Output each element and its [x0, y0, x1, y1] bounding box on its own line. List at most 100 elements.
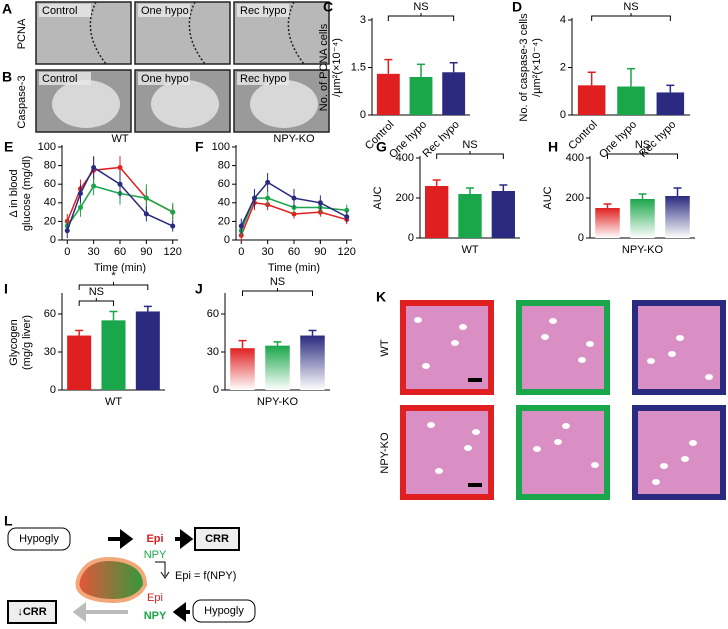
y-tick-label: 0 — [213, 384, 219, 396]
adrenal-gland — [75, 557, 148, 603]
annotation: NS — [462, 139, 477, 151]
bar — [101, 320, 126, 390]
significance-bracket — [387, 13, 455, 21]
point — [170, 223, 176, 229]
x-tick-label: 120 — [338, 246, 356, 258]
vessel — [578, 357, 586, 363]
vessel — [586, 341, 594, 347]
input-box — [7, 527, 71, 551]
row-label: PCNA — [16, 18, 28, 49]
row-label: NPY-KO — [379, 432, 391, 474]
line — [240, 201, 347, 236]
label-bg — [237, 72, 289, 85]
tissue — [151, 80, 219, 128]
y-tick-label: 0 — [560, 109, 566, 121]
tissue-image — [632, 405, 726, 500]
scale-bar — [468, 378, 482, 382]
point — [251, 195, 257, 201]
x-axis-label: WT — [461, 244, 478, 256]
point — [117, 164, 123, 170]
panel-letter: F — [195, 139, 204, 155]
point — [291, 195, 297, 201]
panel-letter: D — [512, 0, 522, 15]
column-label: One hypo — [141, 5, 189, 17]
input-box — [192, 599, 256, 623]
vessel — [562, 423, 570, 429]
chart-title: NPY-KO — [273, 133, 315, 145]
annotation: NS — [270, 276, 285, 288]
y-axis-label: No. of caspase-3 cells — [518, 13, 530, 122]
panel-letter: J — [195, 281, 203, 297]
y-tick-label: 0 — [50, 234, 56, 246]
y-axis-label: (mg/g liver) — [21, 315, 33, 370]
x-axis-label: Time (min) — [268, 262, 320, 274]
significance-bracket — [591, 13, 671, 21]
point — [317, 200, 323, 206]
chart-title: WT — [111, 133, 128, 145]
output-box — [194, 527, 240, 551]
y-tick-label: 30 — [207, 346, 219, 358]
scale-bar — [468, 483, 482, 487]
x-tick-label: 60 — [114, 246, 126, 258]
label: ↓CRR — [17, 606, 46, 618]
bar — [458, 194, 482, 238]
bar — [265, 345, 290, 390]
x-tick-label: 30 — [262, 246, 274, 258]
significance-bracket — [78, 282, 149, 290]
tissue-image — [516, 300, 610, 395]
arrow — [108, 529, 134, 549]
y-axis-label: /µm²(×10⁻⁴) — [531, 38, 543, 97]
y-tick-label: 60 — [207, 308, 219, 320]
y-axis-label: glucose (mg/dl) — [21, 156, 33, 231]
point — [265, 195, 271, 201]
annotation: * — [111, 270, 116, 282]
panel-letter: L — [4, 513, 13, 529]
x-axis-label: Time (min) — [94, 262, 146, 274]
point — [91, 183, 97, 189]
panel-letter: G — [376, 139, 387, 155]
y-tick-label: 40 — [44, 197, 56, 209]
significance-bracket — [242, 288, 313, 296]
label-bg — [39, 72, 91, 85]
x-tick-label: 30 — [88, 246, 100, 258]
label: NPY — [144, 549, 167, 561]
vessel — [676, 335, 684, 341]
vessel — [451, 340, 459, 346]
label: Hypogly — [19, 533, 59, 545]
y-tick-label: 0 — [360, 109, 366, 121]
y-tick-label: 80 — [44, 160, 56, 172]
x-tick-label: One hypo — [597, 119, 639, 161]
label: Epi = f(NPY) — [175, 570, 236, 582]
vessel — [533, 446, 541, 452]
bar — [409, 77, 433, 115]
label: CRR — [205, 533, 229, 545]
histology-panels: K WT NPY-KO — [376, 289, 726, 500]
label-bg — [39, 4, 91, 17]
bar — [665, 196, 690, 238]
bar — [300, 335, 325, 390]
micrograph-panels: A PCNA Control One hypo Rec hypo B Caspase-3 Co… — [2, 1, 330, 133]
y-tick-label: 20 — [218, 215, 230, 227]
label-bg — [138, 72, 190, 85]
column-label: Rec hypo — [240, 73, 286, 85]
vessel — [689, 440, 697, 446]
x-tick-label: 0 — [64, 246, 70, 258]
line — [66, 185, 174, 227]
y-tick-label: 200 — [566, 192, 584, 204]
vessel — [464, 445, 472, 451]
y-tick-label: 60 — [44, 178, 56, 190]
y-tick-label: 1.5 — [351, 61, 366, 73]
label: NPY — [144, 610, 167, 622]
bar — [491, 191, 515, 238]
x-tick-label: Control — [566, 119, 600, 153]
y-tick-label: 0 — [50, 384, 56, 396]
vessel — [647, 358, 655, 364]
vessel — [435, 468, 443, 474]
bar — [135, 311, 160, 390]
significance-bracket — [607, 151, 678, 159]
panel-letter: K — [376, 289, 386, 305]
y-tick-label: 400 — [566, 152, 584, 164]
tissue — [250, 80, 318, 128]
vessel — [668, 351, 676, 357]
y-tick-label: 80 — [218, 160, 230, 172]
